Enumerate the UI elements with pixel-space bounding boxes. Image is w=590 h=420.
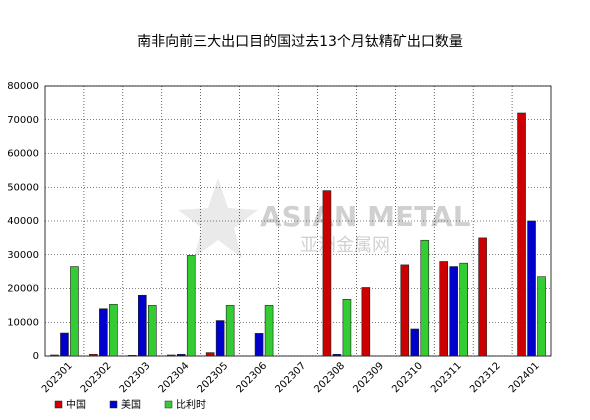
bar: [478, 237, 487, 357]
bar: [400, 264, 410, 357]
bar: [70, 266, 79, 357]
bar: [449, 266, 458, 357]
legend-label: 比利时: [176, 399, 206, 411]
legend-swatch: [164, 400, 173, 409]
plot-frame: [44, 85, 552, 357]
bar: [527, 220, 536, 357]
bar: [225, 305, 235, 357]
bar: [138, 294, 147, 357]
bar: [109, 304, 118, 357]
bar: [332, 354, 342, 357]
bar: [420, 239, 430, 357]
watermark-logo: [178, 178, 258, 258]
bar: [99, 308, 108, 357]
bar: [264, 305, 274, 357]
watermark-text: ASIAN METAL: [260, 200, 471, 233]
chart-title: 南非向前三大出口目的国过去13个月钛精矿出口数量: [137, 33, 463, 50]
legend-swatch: [54, 400, 63, 409]
x-tick-label: 202309: [351, 360, 386, 395]
legend-swatch: [109, 400, 118, 409]
watermark-text: 亚洲金属网: [300, 235, 390, 256]
y-tick-label: 80000: [7, 81, 39, 92]
bar: [410, 328, 420, 357]
x-tick-label: 202311: [429, 360, 464, 395]
x-tick-label: 202308: [312, 360, 347, 395]
y-tick-label: 40000: [7, 216, 39, 227]
y-tick-label: 70000: [7, 115, 39, 126]
bar: [517, 112, 526, 357]
x-tick-label: 202303: [118, 360, 153, 395]
bar: [254, 333, 264, 357]
x-tick-label: 202304: [157, 360, 192, 395]
x-tick-label: 202302: [79, 360, 114, 395]
y-tick-label: 0: [33, 351, 39, 362]
bar: [342, 298, 352, 357]
y-tick-label: 30000: [7, 250, 39, 261]
y-tick-label: 60000: [7, 149, 39, 160]
bar: [89, 354, 98, 357]
y-tick-label: 50000: [7, 182, 39, 193]
x-tick-label: 202306: [235, 360, 270, 395]
x-tick-label: 202301: [40, 360, 75, 395]
bar: [166, 354, 176, 357]
bar: [361, 287, 371, 357]
bar: [186, 255, 196, 357]
bar: [205, 352, 215, 357]
legend-label: 中国: [66, 398, 86, 411]
bar: [322, 190, 332, 357]
x-tick-label: 202312: [468, 360, 503, 395]
bar: [148, 305, 157, 357]
legend-label: 美国: [121, 398, 141, 411]
x-tick-label: 202307: [273, 360, 308, 395]
y-tick-label: 20000: [7, 284, 39, 295]
bar: [439, 261, 448, 357]
bar: [128, 355, 137, 357]
y-tick-label: 10000: [7, 317, 39, 328]
x-tick-label: 202305: [196, 360, 231, 395]
watermark: ASIAN METAL 亚洲金属网: [178, 178, 471, 258]
bar: [215, 320, 225, 357]
bar: [50, 354, 59, 357]
bar: [60, 332, 69, 357]
x-tick-label: 202310: [390, 360, 425, 395]
bar: [537, 276, 546, 357]
bar: [459, 262, 468, 357]
x-tick-label: 202401: [507, 360, 542, 395]
bar: [176, 354, 186, 357]
